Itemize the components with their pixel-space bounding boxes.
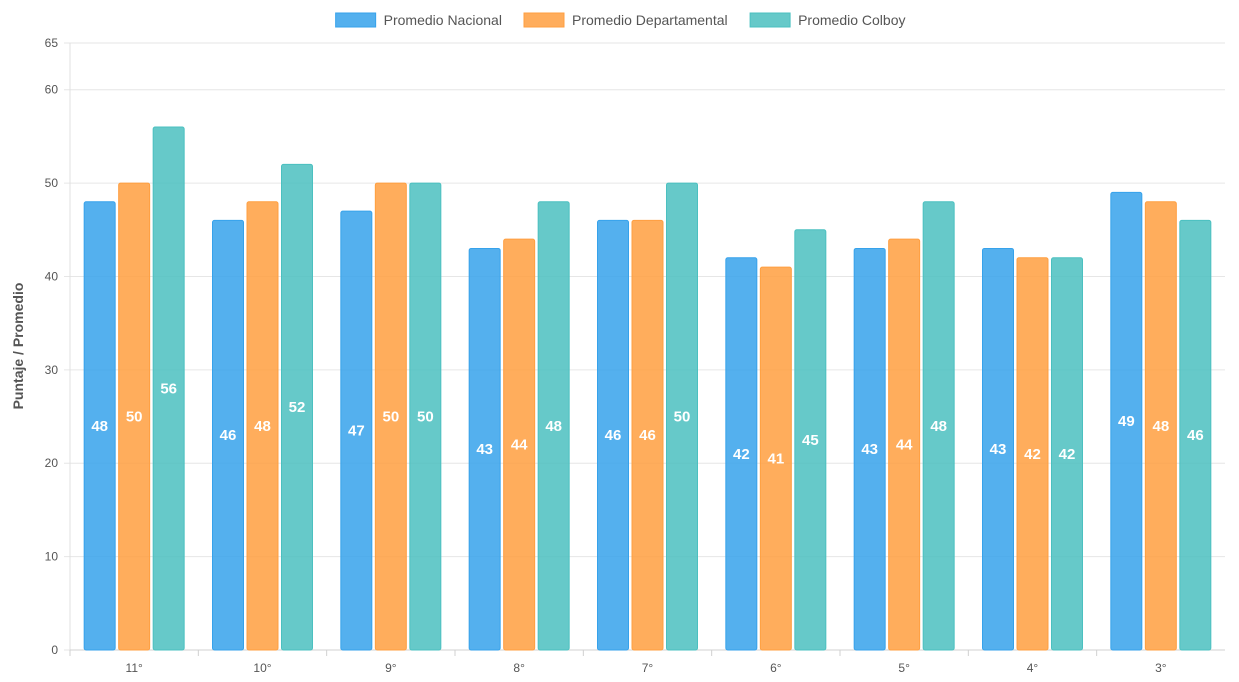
bar-value-label: 42 [733, 446, 750, 463]
x-tick-label: 5° [898, 661, 910, 675]
bar-value-label: 48 [930, 418, 947, 435]
x-tick-label: 3° [1155, 661, 1167, 675]
legend-swatch [749, 12, 791, 28]
bars-layer [83, 126, 1212, 651]
bar-nacional[interactable] [468, 247, 501, 651]
bar-colboy[interactable] [666, 182, 698, 651]
bar-value-label: 41 [767, 451, 784, 468]
y-tick-label: 40 [45, 269, 59, 283]
bar-departamental[interactable] [1144, 201, 1177, 651]
x-tick-label: 11° [126, 661, 143, 675]
bar-value-label: 50 [126, 409, 143, 426]
y-tick-label: 0 [51, 643, 58, 657]
x-tick-label: 9° [385, 661, 397, 675]
bar-value-label: 46 [220, 427, 237, 444]
bar-value-label: 45 [802, 432, 819, 449]
bar-departamental[interactable] [118, 182, 151, 651]
y-tick-label: 50 [45, 176, 59, 190]
bar-colboy[interactable] [281, 163, 313, 651]
bar-nacional[interactable] [212, 219, 244, 651]
bar-departamental[interactable] [246, 201, 279, 651]
bar-departamental[interactable] [888, 238, 921, 651]
legend-swatch [335, 12, 377, 28]
bar-colboy[interactable] [794, 229, 827, 651]
bar-departamental[interactable] [503, 238, 536, 651]
bar-value-label: 48 [1152, 418, 1169, 435]
x-tick-label: 10° [253, 661, 271, 675]
bar-nacional[interactable] [725, 257, 758, 651]
x-tick-label: 7° [642, 661, 654, 675]
bar-value-label: 44 [896, 437, 913, 454]
bar-value-label: 48 [545, 418, 562, 435]
y-tick-label: 60 [45, 83, 59, 97]
bar-nacional[interactable] [83, 201, 116, 651]
bar-value-label: 48 [91, 418, 108, 435]
legend-label: Promedio Departamental [572, 12, 728, 28]
x-tick-label: 8° [513, 661, 525, 675]
bar-colboy[interactable] [922, 201, 955, 651]
legend-item-colboy[interactable]: Promedio Colboy [749, 12, 905, 28]
bar-colboy[interactable] [409, 182, 442, 651]
bar-value-label: 46 [639, 427, 656, 444]
bar-value-label: 49 [1118, 413, 1135, 430]
bar-departamental[interactable] [374, 182, 407, 651]
bar-value-label: 50 [674, 409, 691, 426]
legend-item-departamental[interactable]: Promedio Departamental [523, 12, 728, 28]
bar-nacional[interactable] [1110, 191, 1143, 651]
bar-value-label: 46 [1187, 427, 1204, 444]
bar-colboy[interactable] [1051, 257, 1083, 651]
y-tick-label: 30 [45, 363, 59, 377]
bar-nacional[interactable] [597, 219, 629, 651]
bar-value-label: 42 [1059, 446, 1076, 463]
bar-colboy[interactable] [152, 126, 185, 651]
bar-nacional[interactable] [340, 210, 373, 651]
legend-item-nacional[interactable]: Promedio Nacional [335, 12, 502, 28]
legend-label: Promedio Nacional [384, 12, 502, 28]
bar-value-label: 44 [511, 437, 528, 454]
bar-value-label: 43 [476, 441, 493, 458]
legend-swatch [523, 12, 565, 28]
bar-labels-layer: 48 50 56 46 48 52 47 50 50 43 44 48 46 46 50 42 41 45 43 44… [91, 381, 1203, 468]
bar-colboy[interactable] [1179, 219, 1212, 651]
bar-value-label: 42 [1024, 446, 1041, 463]
bar-nacional[interactable] [853, 247, 886, 651]
bar-departamental[interactable] [759, 266, 792, 651]
bar-value-label: 48 [254, 418, 271, 435]
bar-value-label: 43 [990, 441, 1007, 458]
bar-value-label: 47 [348, 423, 365, 440]
bar-nacional[interactable] [982, 247, 1014, 651]
bar-value-label: 50 [417, 409, 434, 426]
legend: Promedio Nacional Promedio Departamental P… [335, 12, 905, 28]
bar-departamental[interactable] [631, 219, 664, 651]
bar-value-label: 46 [605, 427, 622, 444]
bar-value-label: 43 [861, 441, 878, 458]
x-tick-label: 6° [770, 661, 782, 675]
x-tick-label: 4° [1027, 661, 1039, 675]
bar-value-label: 56 [160, 381, 177, 398]
bar-departamental[interactable] [1016, 257, 1049, 651]
y-tick-label: 10 [45, 550, 59, 564]
legend-label: Promedio Colboy [798, 12, 905, 28]
bar-colboy[interactable] [537, 201, 570, 651]
bar-value-label: 50 [382, 409, 399, 426]
y-axis-title: Puntaje / Promedio [10, 283, 26, 410]
y-tick-label: 20 [45, 456, 59, 470]
bar-value-label: 52 [289, 399, 306, 416]
y-tick-label: 65 [45, 36, 59, 50]
